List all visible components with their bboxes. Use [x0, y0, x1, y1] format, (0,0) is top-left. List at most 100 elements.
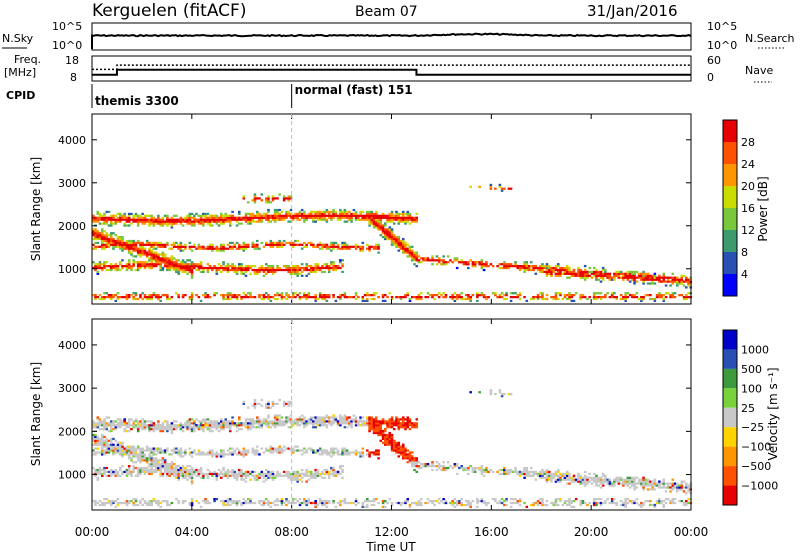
velocity-cell	[157, 465, 160, 468]
power-cell	[233, 265, 237, 268]
velocity-cell	[170, 431, 174, 435]
velocity-cell	[307, 500, 311, 503]
power-cell	[516, 266, 520, 270]
power-cell	[673, 296, 677, 299]
velocity-cell	[177, 465, 180, 468]
velocity-cell	[599, 482, 603, 485]
power-cell	[685, 276, 688, 279]
power-cell	[199, 218, 203, 221]
power-cell	[314, 263, 317, 266]
power-cell	[687, 280, 690, 283]
velocity-cell	[478, 466, 481, 470]
velocity-cell	[258, 472, 261, 476]
velocity-cell	[249, 500, 252, 503]
power-cell	[278, 268, 281, 272]
power-cell	[150, 265, 153, 268]
power-cell	[143, 222, 147, 225]
power-cell	[669, 294, 672, 297]
power-cell	[96, 270, 100, 274]
velocity-cell	[175, 426, 178, 429]
power-cell	[601, 266, 605, 270]
velocity-cell	[327, 470, 331, 474]
velocity-cell	[314, 501, 317, 505]
power-cell	[125, 245, 129, 248]
velocity-cell	[107, 430, 111, 433]
power-cell	[343, 245, 347, 248]
velocity-cell	[471, 470, 475, 474]
velocity-cell	[101, 422, 104, 425]
power-cell	[92, 214, 95, 217]
power-cell	[357, 245, 360, 248]
power-cell	[213, 216, 216, 219]
power-colorbar-swatch	[723, 208, 737, 230]
power-cell	[323, 263, 326, 266]
power-cell	[469, 297, 472, 301]
velocity-cell	[343, 500, 347, 503]
power-cell	[318, 292, 322, 295]
power-cell	[166, 218, 169, 221]
power-cell	[352, 296, 356, 299]
power-cell	[211, 249, 214, 252]
velocity-cell	[145, 466, 149, 470]
velocity-cell	[545, 474, 549, 477]
velocity-cell	[276, 420, 279, 423]
power-cell	[177, 247, 180, 250]
velocity-cell	[399, 445, 403, 448]
power-cell	[154, 253, 158, 256]
velocity-cell	[161, 500, 165, 503]
velocity-cell	[258, 418, 261, 421]
power-cell	[114, 214, 118, 217]
power-cell	[186, 272, 189, 275]
power-cell	[336, 265, 340, 268]
power-cell	[498, 183, 502, 187]
power-cell	[103, 297, 106, 301]
velocity-cell	[282, 420, 286, 423]
power-cell	[188, 268, 192, 272]
velocity-cell	[148, 463, 151, 466]
velocity-cell	[94, 472, 97, 476]
power-cell	[343, 214, 347, 217]
power-cell	[103, 247, 106, 250]
power-cell	[161, 216, 165, 219]
power-cell	[215, 266, 219, 270]
power-cell	[110, 243, 113, 246]
velocity-cell	[485, 468, 488, 472]
power-cell	[377, 245, 380, 248]
velocity-cell	[175, 447, 178, 450]
velocity-cell	[130, 500, 133, 503]
velocity-cell	[127, 455, 131, 458]
velocity-cell	[341, 418, 344, 421]
power-cell	[251, 268, 255, 272]
power-cell	[455, 297, 459, 301]
velocity-cell	[206, 422, 210, 425]
velocity-cell	[276, 474, 279, 477]
power-cell	[226, 265, 230, 268]
velocity-cell	[143, 468, 147, 472]
velocity-cell	[204, 420, 207, 423]
power-cell	[411, 216, 414, 219]
power-cell	[136, 297, 140, 301]
power-cell	[595, 272, 598, 275]
velocity-cell	[399, 424, 403, 427]
power-cell	[204, 247, 207, 250]
velocity-cell	[114, 426, 118, 429]
velocity-cell	[244, 470, 248, 474]
power-cell	[110, 263, 113, 266]
power-cell	[532, 265, 535, 268]
power-cell	[251, 199, 255, 202]
velocity-cell	[554, 470, 558, 474]
power-cell	[103, 263, 106, 266]
power-cell	[157, 245, 160, 248]
velocity-cell	[130, 449, 133, 452]
velocity-cell	[406, 422, 410, 425]
velocity-cell	[177, 449, 180, 452]
velocity-cell	[143, 422, 147, 425]
power-colorbar-swatch	[723, 252, 737, 274]
power-cell	[258, 270, 261, 274]
velocity-cell	[157, 422, 160, 425]
velocity-cell	[467, 468, 470, 472]
velocity-cell	[550, 476, 553, 479]
velocity-cell	[130, 424, 133, 427]
power-cell	[190, 296, 194, 299]
velocity-cell	[193, 426, 196, 429]
